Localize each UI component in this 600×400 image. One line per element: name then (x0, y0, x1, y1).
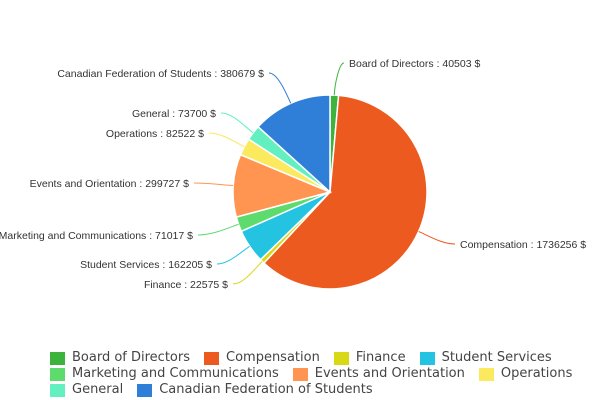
connector-line (216, 245, 250, 265)
data-label: Student Services : 162205 $ (80, 259, 212, 271)
legend-item[interactable]: Marketing and Communications (50, 366, 279, 382)
data-label: Events and Orientation : 299727 $ (30, 178, 190, 190)
legend-row: General Canadian Federation of Students (50, 382, 570, 398)
legend-swatch-icon (292, 367, 308, 381)
legend-swatch-icon (333, 351, 349, 365)
legend-label: Operations (500, 366, 573, 381)
connector-line (193, 182, 234, 187)
legend-swatch-icon (50, 351, 65, 365)
legend-item[interactable]: Finance (333, 350, 406, 366)
legend: Board of Directors Compensation Finance Stu… (50, 350, 573, 398)
connector-line (333, 62, 345, 96)
connector-line (208, 132, 245, 148)
legend-item[interactable]: General (50, 382, 123, 398)
legend-item[interactable]: Board of Directors (50, 350, 190, 366)
connector-line (418, 231, 456, 245)
connector-line (268, 72, 292, 104)
data-label: Compensation : 1736256 $ (460, 239, 586, 251)
data-label: General : 73700 $ (132, 108, 216, 120)
data-label: Canadian Federation of Students : 380679… (57, 68, 264, 80)
legend-label: Marketing and Communications (72, 366, 279, 381)
legend-label: Canadian Federation of Students (159, 382, 373, 397)
connector-line (220, 112, 254, 134)
pie-chart: Board of Directors : 40503 $ Compensation… (0, 58, 586, 291)
pie-slice-compensation[interactable] (262, 94, 428, 290)
legend-item[interactable]: Compensation (204, 350, 320, 366)
legend-row: Marketing and Communications Events and O… (50, 366, 573, 382)
legend-item[interactable]: Events and Orientation (292, 366, 465, 382)
legend-row: Board of Directors Compensation Finance Stu… (50, 350, 570, 366)
legend-label: Board of Directors (72, 350, 190, 365)
legend-label: Compensation (226, 350, 320, 365)
legend-label: Finance (355, 350, 406, 365)
data-label: Finance : 22575 $ (144, 279, 228, 291)
legend-label: Student Services (441, 350, 552, 365)
connector-line (232, 261, 263, 285)
pie-slice-canadian-federation-of-students[interactable] (257, 94, 331, 194)
data-label: Board of Directors : 40503 $ (349, 58, 480, 70)
legend-item[interactable]: Operations (478, 366, 573, 382)
data-label: Operations : 82522 $ (106, 128, 204, 140)
legend-swatch-icon (50, 383, 65, 397)
connector-line (197, 223, 239, 236)
pie-slices (232, 94, 428, 290)
data-labels: Board of Directors : 40503 $ Compensation… (0, 58, 586, 291)
legend-swatch-icon (137, 383, 153, 397)
label-connectors (193, 62, 456, 285)
data-label: Marketing and Communications : 71017 $ (0, 230, 193, 242)
legend-item[interactable]: Canadian Federation of Students (137, 382, 373, 398)
legend-swatch-icon (478, 367, 494, 381)
legend-swatch-icon (50, 367, 65, 381)
legend-item[interactable]: Student Services (419, 350, 552, 366)
legend-swatch-icon (419, 351, 435, 365)
legend-label: Events and Orientation (314, 366, 465, 381)
legend-label: General (72, 382, 124, 397)
legend-swatch-icon (204, 351, 219, 365)
